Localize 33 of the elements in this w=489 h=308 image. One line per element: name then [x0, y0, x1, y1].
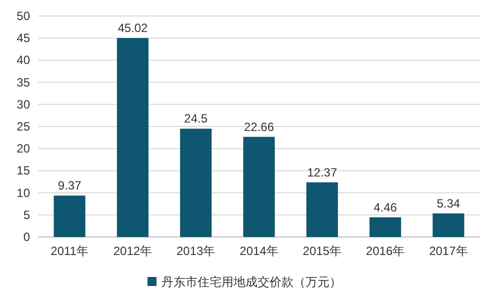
data-label: 12.37	[307, 165, 338, 180]
data-label: 9.37	[58, 178, 82, 193]
y-tick-label: 30	[16, 97, 30, 112]
y-tick-label: 10	[16, 186, 30, 200]
y-tick-label: 50	[16, 9, 30, 23]
y-tick-label: 5	[23, 208, 30, 222]
y-tick-label: 45	[16, 31, 30, 46]
data-label: 4.46	[374, 200, 398, 214]
y-tick-label: 0	[23, 230, 30, 244]
bar	[116, 38, 148, 237]
x-tick-label: 2016年	[366, 244, 405, 258]
y-tick-label: 20	[16, 142, 30, 156]
x-tick-label: 2011年	[50, 244, 88, 258]
legend-label: 丹东市住宅用地成交价款（万元）	[162, 275, 342, 289]
bar	[370, 217, 402, 237]
x-tick-label: 2014年	[240, 244, 278, 258]
data-label: 45.02	[118, 21, 148, 36]
x-tick-label: 2012年	[113, 244, 152, 258]
y-tick-label: 25	[16, 120, 30, 134]
x-tick-label: 2017年	[429, 244, 468, 258]
bar	[180, 128, 212, 237]
data-label: 24.5	[184, 112, 208, 126]
bar	[243, 136, 275, 237]
bar	[306, 182, 338, 237]
y-tick-label: 40	[16, 53, 30, 68]
y-tick-label: 35	[16, 75, 30, 90]
bar	[54, 196, 86, 237]
x-tick-label: 2015年	[302, 244, 342, 258]
data-label: 5.34	[436, 196, 460, 210]
bar	[432, 213, 464, 237]
y-tick-label: 15	[16, 164, 30, 178]
x-tick-label: 2013年	[176, 244, 216, 258]
data-label: 22.66	[244, 120, 274, 134]
